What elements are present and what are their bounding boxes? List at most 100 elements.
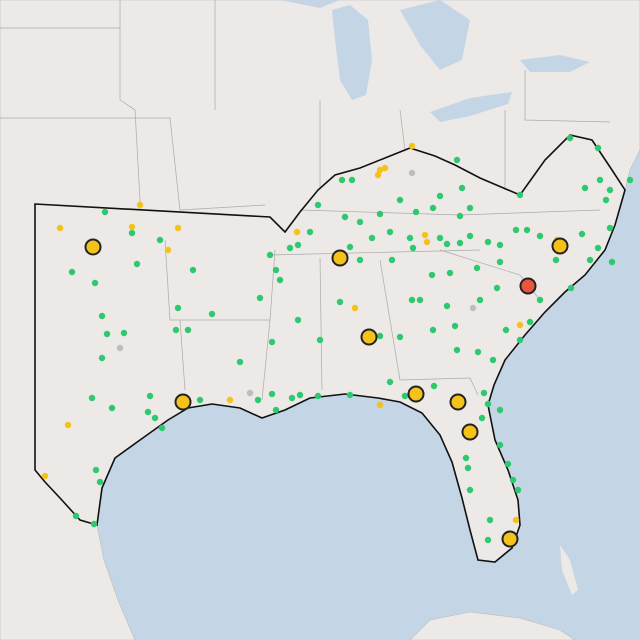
site-green bbox=[356, 218, 364, 226]
site-green bbox=[504, 460, 512, 468]
site-green bbox=[286, 244, 294, 252]
site-green bbox=[436, 234, 444, 242]
site-green bbox=[314, 392, 322, 400]
site-green bbox=[430, 382, 438, 390]
site-alert bbox=[519, 277, 537, 295]
site-major bbox=[551, 237, 569, 255]
site-green bbox=[189, 266, 197, 274]
lake-ontario bbox=[520, 55, 590, 72]
site-yellow bbox=[421, 231, 429, 239]
site-gray bbox=[116, 344, 124, 352]
site-gray bbox=[408, 169, 416, 177]
site-green bbox=[368, 234, 376, 242]
site-green bbox=[401, 392, 409, 400]
site-green bbox=[256, 294, 264, 302]
site-green bbox=[456, 212, 464, 220]
site-green bbox=[428, 271, 436, 279]
site-yellow bbox=[374, 171, 382, 179]
region-outline bbox=[34, 134, 626, 563]
site-green bbox=[356, 256, 364, 264]
site-green bbox=[480, 389, 488, 397]
site-green bbox=[453, 156, 461, 164]
site-green bbox=[174, 304, 182, 312]
site-yellow bbox=[128, 223, 136, 231]
site-green bbox=[276, 276, 284, 284]
site-green bbox=[268, 390, 276, 398]
site-green bbox=[146, 392, 154, 400]
site-green bbox=[578, 230, 586, 238]
site-gray bbox=[246, 389, 254, 397]
site-green bbox=[96, 478, 104, 486]
site-green bbox=[536, 296, 544, 304]
site-green bbox=[133, 260, 141, 268]
site-green bbox=[453, 346, 461, 354]
site-green bbox=[306, 228, 314, 236]
site-yellow bbox=[408, 142, 416, 150]
site-green bbox=[408, 296, 416, 304]
site-green bbox=[478, 414, 486, 422]
site-green bbox=[92, 466, 100, 474]
site-yellow bbox=[376, 166, 384, 174]
site-green bbox=[348, 176, 356, 184]
site-yellow bbox=[376, 401, 384, 409]
site-green bbox=[254, 396, 262, 404]
site-green bbox=[294, 316, 302, 324]
site-green bbox=[493, 284, 501, 292]
site-green bbox=[496, 241, 504, 249]
site-green bbox=[496, 258, 504, 266]
site-green bbox=[294, 241, 302, 249]
site-green bbox=[496, 406, 504, 414]
site-green bbox=[386, 228, 394, 236]
site-yellow bbox=[64, 421, 72, 429]
site-green bbox=[396, 196, 404, 204]
site-green bbox=[626, 176, 634, 184]
site-yellow bbox=[136, 201, 144, 209]
site-green bbox=[514, 486, 522, 494]
site-major bbox=[501, 530, 519, 548]
site-green bbox=[608, 258, 616, 266]
site-green bbox=[474, 348, 482, 356]
site-green bbox=[103, 330, 111, 338]
site-green bbox=[502, 326, 510, 334]
lake-erie bbox=[430, 92, 512, 122]
site-green bbox=[144, 408, 152, 416]
site-green bbox=[151, 414, 159, 422]
site-major bbox=[84, 238, 102, 256]
site-green bbox=[98, 354, 106, 362]
site-green bbox=[451, 322, 459, 330]
site-green bbox=[172, 326, 180, 334]
site-green bbox=[489, 356, 497, 364]
site-green bbox=[409, 244, 417, 252]
site-green bbox=[466, 232, 474, 240]
site-green bbox=[388, 256, 396, 264]
site-green bbox=[596, 176, 604, 184]
site-yellow bbox=[41, 472, 49, 480]
site-green bbox=[406, 234, 414, 242]
site-green bbox=[98, 312, 106, 320]
site-green bbox=[473, 264, 481, 272]
site-yellow bbox=[164, 246, 172, 254]
site-green bbox=[516, 191, 524, 199]
site-green bbox=[91, 279, 99, 287]
lake-superior bbox=[280, 0, 340, 8]
site-green bbox=[346, 243, 354, 251]
site-green bbox=[236, 358, 244, 366]
site-green bbox=[512, 226, 520, 234]
site-green bbox=[266, 251, 274, 259]
site-green bbox=[341, 213, 349, 221]
site-green bbox=[484, 400, 492, 408]
site-green bbox=[108, 404, 116, 412]
site-green bbox=[90, 520, 98, 528]
site-yellow bbox=[293, 228, 301, 236]
site-green bbox=[296, 391, 304, 399]
site-yellow bbox=[226, 396, 234, 404]
site-green bbox=[429, 204, 437, 212]
site-major bbox=[407, 385, 425, 403]
site-green bbox=[464, 464, 472, 472]
site-green bbox=[272, 266, 280, 274]
site-green bbox=[436, 192, 444, 200]
site-green bbox=[484, 238, 492, 246]
site-green bbox=[466, 204, 474, 212]
